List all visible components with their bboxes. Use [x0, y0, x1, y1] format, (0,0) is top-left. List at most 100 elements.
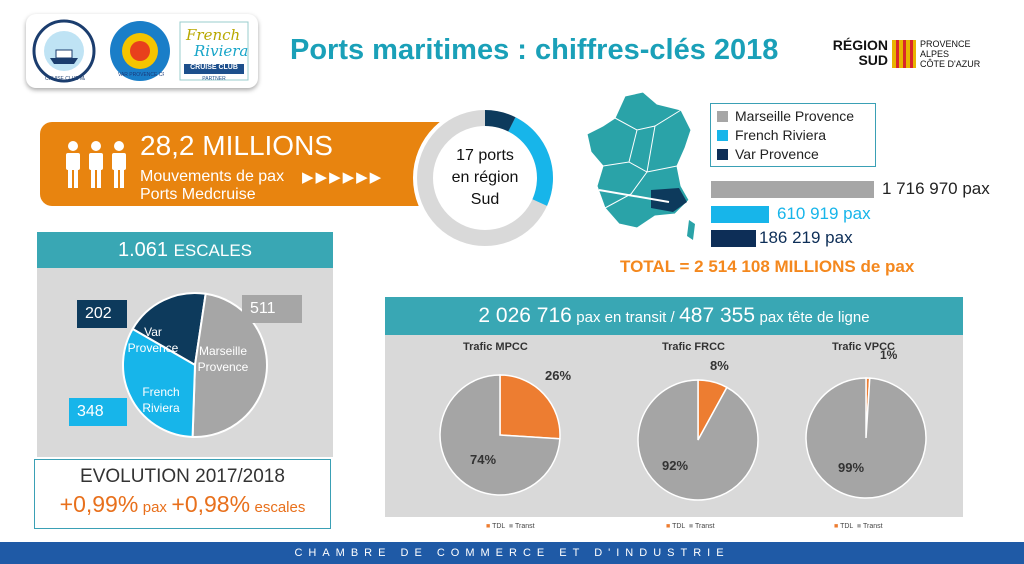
- transit-slice: [637, 379, 759, 501]
- pie-vpcc-transit-label: 99%: [838, 460, 865, 475]
- legend-swatch: [717, 149, 728, 160]
- ports-line3: Sud: [470, 191, 500, 208]
- legend-tdl: TDL: [492, 523, 506, 530]
- pie-mpcc-tdl-label: 26%: [545, 368, 572, 383]
- pie-vpcc: [805, 377, 927, 499]
- region-sud-logo: RÉGION SUD: [822, 38, 888, 68]
- escales-var-value: 202: [77, 300, 127, 328]
- var-label1: Var: [144, 325, 162, 339]
- evolution-escales-unit: escales: [254, 499, 306, 516]
- legend-tdl: TDL: [840, 523, 854, 530]
- legend-label: Var Provence: [735, 146, 819, 162]
- escales-riviera-label: French Riviera: [126, 384, 196, 416]
- region-legend: Marseille Provence French Riviera Var Pr…: [710, 103, 876, 167]
- logo-graphics: [32, 19, 249, 83]
- pie-mpcc-legend: ■ TDL ■ Transt: [486, 523, 535, 530]
- fr-label1: French: [142, 385, 180, 399]
- mp-label1: Marseille: [198, 344, 247, 358]
- ports-donut-label: 17 ports en région Sud: [430, 145, 540, 211]
- evolution-box: EVOLUTION 2017/2018 +0,99% pax +0,98% es…: [34, 459, 331, 529]
- pie-frcc-legend: ■ TDL ■ Transt: [666, 523, 715, 530]
- movements-line2: Ports Medcruise: [140, 186, 256, 203]
- escales-var-label: Var Provence: [118, 324, 188, 356]
- legend-transit: Transt: [514, 523, 535, 530]
- legend-label: French Riviera: [735, 127, 827, 143]
- escales-riviera-value: 348: [69, 398, 127, 426]
- legend-swatch: [717, 111, 728, 122]
- var-provence-logo: [110, 21, 170, 81]
- tdl-text: pax tête de ligne: [759, 309, 870, 326]
- region-sub3: CÔTE D'AZUR: [920, 59, 981, 69]
- marseille-logo-text: CRUISE CLUB MARSEILLE PROVENCE: [45, 76, 85, 82]
- tdl-slice: [499, 374, 561, 440]
- legend-label: Marseille Provence: [735, 108, 855, 124]
- pax-label-var: 186 219 pax: [759, 228, 853, 247]
- partner-logos: CRUISE CLUB MARSEILLE PROVENCE VAR PROVE…: [26, 14, 258, 88]
- pax-label-riviera: 610 919 pax: [777, 204, 871, 223]
- legend-transit: Transt: [694, 523, 715, 530]
- escales-marseille-value: 511: [242, 295, 302, 323]
- france-map: [586, 91, 695, 240]
- escales-number: 1.061: [117, 239, 169, 261]
- escales-marseille-label: Marseille Provence: [188, 343, 258, 375]
- var-logo-text: VAR PROVENCE CRUISE CLUB: [118, 72, 164, 78]
- pie-title-frcc: Trafic FRCC: [662, 341, 725, 353]
- ports-line2: en région: [451, 169, 519, 186]
- pax-label-marseille: 1 716 970 pax: [882, 179, 990, 198]
- legend-transit: Transt: [862, 523, 883, 530]
- donut-fr-segment: [508, 117, 553, 206]
- movements-banner: 28,2 MILLIONS Mouvements de pax Ports Me…: [40, 122, 460, 206]
- var-label2: Provence: [127, 341, 179, 355]
- region-sub1: PROVENCE: [920, 39, 971, 49]
- pie-mpcc-transit-label: 74%: [470, 452, 497, 467]
- pie-mpcc: [439, 374, 561, 496]
- legend-dot-icon: ■: [688, 523, 694, 530]
- riviera-logo-line2: Riviera: [194, 42, 249, 60]
- legend-dot-icon: ■: [508, 523, 514, 530]
- legend-item-var: Var Provence: [717, 145, 869, 164]
- mp-label2: Provence: [197, 360, 249, 374]
- pie-frcc-tdl-label: 8%: [710, 358, 729, 373]
- french-riviera-logo: [179, 21, 249, 81]
- escales-slice-var: [131, 292, 207, 367]
- riviera-logo-badge: CRUISE CLUB: [190, 64, 238, 71]
- riviera-logo-sub: PARTNER: [202, 76, 226, 82]
- pie-frcc-transit-label: 92%: [662, 458, 689, 473]
- riviera-logo-line1: French: [186, 26, 241, 44]
- donut-var-segment: [484, 110, 516, 132]
- footer-banner: CHAMBRE DE COMMERCE ET D'INDUSTRIE: [0, 542, 1024, 564]
- legend-tdl: TDL: [672, 523, 686, 530]
- page-title: Ports maritimes : chiffres-clés 2018: [290, 34, 779, 66]
- pax-bar-riviera: [711, 206, 769, 223]
- people-icon: [66, 141, 126, 188]
- region-sub2: ALPES: [920, 49, 950, 59]
- ports-line1: 17 ports: [456, 147, 514, 164]
- region-logo-line2: SUD: [858, 52, 888, 68]
- legend-swatch: [717, 130, 728, 141]
- escales-slice-riviera: [122, 327, 197, 438]
- transit-value: 2 026 716: [478, 304, 572, 327]
- pax-bar-var: [711, 230, 756, 247]
- evolution-pax-unit: pax: [142, 499, 167, 516]
- escales-word: ESCALES: [173, 241, 253, 260]
- legend-dot-icon: ■: [834, 523, 839, 530]
- evolution-title: EVOLUTION 2017/2018: [80, 466, 285, 487]
- transit-text: pax en transit /: [576, 309, 675, 326]
- region-logo-sub: PROVENCE ALPES CÔTE D'AZUR: [920, 39, 980, 69]
- region-flag-icon: [892, 40, 916, 68]
- evolution-values: +0,99% pax +0,98% escales: [35, 491, 330, 518]
- marseille-logo: [32, 19, 96, 83]
- legend-dot-icon: ■: [666, 523, 671, 530]
- pie-title-vpcc: Trafic VPCC: [832, 341, 895, 353]
- fr-label2: Riviera: [142, 401, 180, 415]
- escales-slice-marseille: [191, 292, 268, 438]
- pax-bar-marseille: [711, 181, 874, 198]
- legend-dot-icon: ■: [486, 523, 491, 530]
- legend-item-riviera: French Riviera: [717, 126, 869, 145]
- transit-slice: [439, 374, 561, 496]
- tdl-value: 487 355: [679, 304, 756, 327]
- transit-header: 2 026 716 pax en transit / 487 355 pax t…: [385, 297, 963, 335]
- escales-pie: [122, 292, 268, 438]
- legend-item-marseille: Marseille Provence: [717, 107, 869, 126]
- arrows-icon: ▶▶▶▶▶▶: [302, 169, 384, 186]
